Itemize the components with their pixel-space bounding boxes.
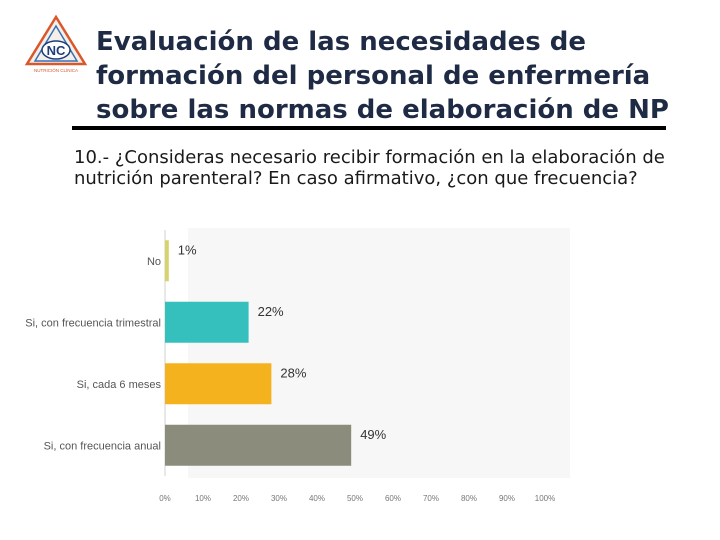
bar: [165, 424, 352, 466]
x-tick-label: 80%: [461, 494, 477, 503]
logo-monogram: NC: [47, 43, 66, 58]
bar: [165, 301, 249, 343]
x-tick-label: 40%: [309, 494, 325, 503]
category-label: No: [147, 256, 161, 268]
bar-chart: No 1% Si, con frecuencia trimestral 22% Si, …: [25, 228, 570, 503]
category-label: Si, con frecuencia trimestral: [25, 317, 161, 329]
bar: [165, 240, 169, 282]
x-tick-label: 20%: [233, 494, 249, 503]
x-tick-label: 100%: [535, 494, 555, 503]
title-divider: [72, 126, 666, 130]
data-label: 22%: [258, 304, 284, 319]
x-tick-label: 10%: [195, 494, 211, 503]
x-tick-label: 30%: [271, 494, 287, 503]
x-tick-label: 90%: [499, 494, 515, 503]
page-title: Evaluación de las necesidades de formaci…: [96, 27, 669, 125]
nutricion-clinica-logo: NC NUTRICIÓN CLÍNICA: [24, 14, 88, 73]
data-label: 1%: [178, 242, 197, 257]
x-tick-label: 60%: [385, 494, 401, 503]
logo-caption: NUTRICIÓN CLÍNICA: [34, 67, 78, 73]
x-tick-label: 70%: [423, 494, 439, 503]
data-label: 49%: [360, 427, 386, 442]
x-tick-label: 0%: [159, 494, 171, 503]
category-label: Si, cada 6 meses: [77, 379, 162, 391]
bar: [165, 363, 272, 405]
x-tick-label: 50%: [347, 494, 363, 503]
category-label: Si, con frecuencia anual: [44, 440, 161, 452]
data-label: 28%: [280, 365, 306, 380]
logo-badge-oval: [41, 40, 71, 60]
question-text: 10.- ¿Consideras necesario recibir forma…: [74, 147, 665, 189]
